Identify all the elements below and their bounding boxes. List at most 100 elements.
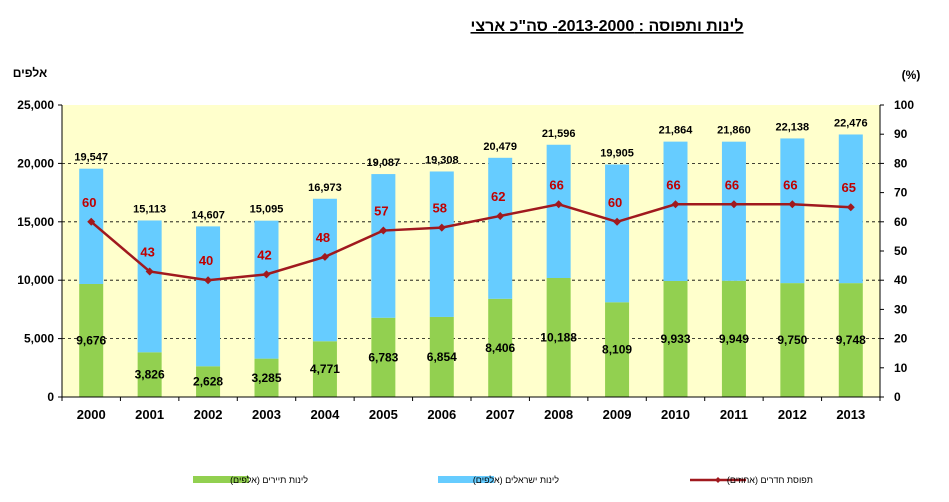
bar-tourists: [780, 283, 805, 397]
occupancy-marker: [671, 200, 680, 209]
tourists-label: 4,771: [310, 362, 340, 376]
x-tick-label: 2002: [194, 407, 223, 422]
occupancy-marker: [846, 203, 855, 212]
bar-tourists: [137, 352, 162, 397]
bar-tourists: [546, 278, 571, 397]
bar-tourists: [79, 283, 104, 397]
occupancy-marker: [613, 217, 622, 226]
x-tick-label: 2003: [252, 407, 281, 422]
bar-israelis: [254, 220, 279, 359]
occupancy-line: [87, 200, 855, 285]
occupancy-label: 65: [842, 180, 856, 195]
bar-tourists: [371, 317, 396, 397]
right-tick-label: 100: [894, 98, 914, 112]
x-tick-label: 2007: [486, 407, 515, 422]
right-axis-unit: (%): [902, 68, 921, 82]
x-tick-label: 2000: [77, 407, 106, 422]
legend-label: תפוסת חדרים (אחוזים): [727, 475, 813, 485]
occupancy-label: 60: [82, 195, 96, 210]
occupancy-label: 40: [199, 253, 213, 268]
left-axis-unit: אלפים: [13, 66, 47, 80]
occupancy-label: 58: [433, 201, 447, 216]
total-label: 15,113: [133, 203, 166, 215]
occupancy-marker: [262, 270, 271, 279]
right-tick-label: 40: [894, 273, 908, 287]
occupancy-label: 66: [783, 177, 797, 192]
total-label: 21,596: [542, 128, 576, 140]
bar-israelis: [780, 138, 805, 284]
legend-label: לינות ישראלים (אלפים): [473, 475, 559, 485]
total-label: 19,308: [425, 154, 459, 166]
tourists-label: 9,949: [719, 332, 749, 346]
occupancy-label: 57: [374, 204, 388, 219]
legend-swatch: [193, 476, 249, 483]
x-tick-label: 2013: [836, 407, 865, 422]
tourists-label: 9,933: [660, 332, 690, 346]
tourists-label: 9,676: [76, 333, 106, 347]
bar-israelis: [546, 144, 571, 279]
bar-tourists: [721, 280, 746, 397]
occupancy-marker: [204, 276, 213, 285]
left-tick-label: 15,000: [17, 215, 54, 229]
right-tick-label: 70: [894, 186, 908, 200]
occupancy-polyline: [90, 202, 851, 282]
occupancy-marker: [496, 211, 505, 220]
bar-tourists: [663, 280, 688, 397]
tourists-label: 6,783: [368, 350, 398, 364]
occupancy-marker: [145, 267, 154, 276]
total-label: 15,095: [250, 204, 284, 216]
occupancy-marker: [554, 200, 563, 209]
axes: 0 5,000 10,000 15,000 20,000 25,000 0 10 20 30 40 5…: [17, 98, 914, 422]
tourists-label: 8,109: [602, 343, 632, 357]
chart-title: לינות ותפוסה : 2013-2000- סה"כ ארצי: [471, 17, 744, 35]
x-tick-label: 2009: [603, 407, 632, 422]
occupancy-marker: [729, 200, 738, 209]
bar-tourists: [196, 366, 221, 397]
bar-israelis: [721, 141, 746, 281]
bar-tourists: [254, 358, 279, 397]
bars: [79, 134, 863, 397]
legend: לינות תיירים (אלפים) לינות ישראלים (אלפים…: [193, 475, 813, 485]
occupancy-label: 66: [725, 177, 739, 192]
left-tick-label: 5,000: [24, 332, 54, 346]
bar-tourists: [429, 316, 454, 397]
right-tick-label: 90: [894, 127, 908, 141]
x-tick-label: 2012: [778, 407, 807, 422]
x-tick-label: 2010: [661, 407, 690, 422]
total-label: 22,138: [776, 121, 810, 133]
x-tick-label: 2004: [310, 407, 340, 422]
right-tick-label: 0: [894, 390, 901, 404]
legend-marker: [715, 477, 721, 483]
total-label: 19,905: [600, 148, 634, 160]
tourists-label: 10,188: [540, 331, 577, 345]
left-tick-label: 20,000: [17, 156, 54, 170]
x-tick-label: 2005: [369, 407, 398, 422]
bar-israelis: [429, 171, 454, 317]
bar-tourists: [312, 341, 337, 397]
occupancy-marker: [87, 217, 96, 226]
total-label: 21,860: [717, 125, 751, 137]
bar-tourists: [488, 298, 513, 397]
tourists-label: 6,854: [427, 350, 457, 364]
right-tick-label: 50: [894, 244, 908, 258]
right-tick-label: 60: [894, 215, 908, 229]
x-tick-label: 2001: [135, 407, 164, 422]
left-tick-label: 10,000: [17, 273, 54, 287]
occupancy-marker: [320, 252, 329, 261]
bar-israelis: [196, 226, 221, 367]
occupancy-label: 66: [666, 177, 680, 192]
tourists-label: 3,285: [251, 371, 281, 385]
bar-israelis: [312, 198, 337, 342]
occupancy-label: 62: [491, 189, 505, 204]
tourists-label: 8,406: [485, 341, 515, 355]
total-label: 19,087: [367, 157, 401, 169]
legend-swatch: [438, 476, 494, 483]
legend-label: לינות תיירים (אלפים): [230, 475, 308, 485]
bar-israelis: [488, 157, 513, 299]
bar-israelis: [137, 220, 162, 353]
occupancy-label: 66: [549, 177, 563, 192]
occupancy-marker: [379, 226, 388, 235]
bar-tourists: [838, 283, 863, 397]
bar-tourists: [605, 302, 630, 397]
